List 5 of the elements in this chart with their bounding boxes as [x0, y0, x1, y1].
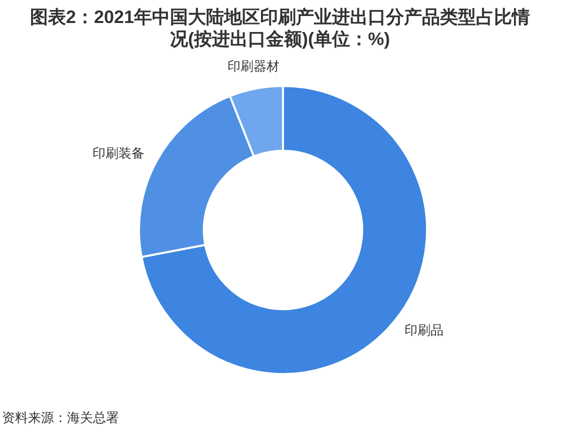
- chart-title: 图表2：2021年中国大陆地区印刷产业进出口分产品类型占比情况(按进出口金额)(单位：%): [28, 6, 532, 50]
- slice-label: 印刷品: [404, 322, 444, 338]
- slice-label: 印刷器材: [227, 58, 280, 74]
- text: 资料来源：海关总署: [2, 409, 119, 427]
- slice-label: 印刷装备: [92, 145, 145, 160]
